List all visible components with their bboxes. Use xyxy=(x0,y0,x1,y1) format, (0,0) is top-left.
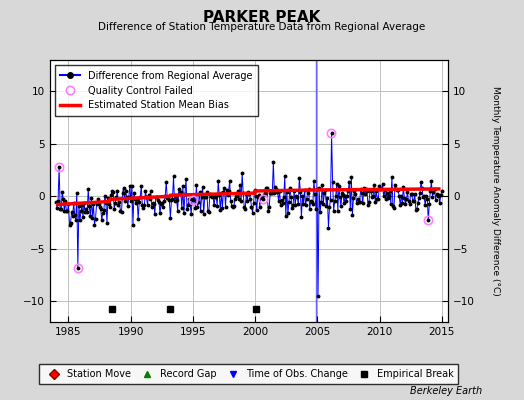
Legend: Station Move, Record Gap, Time of Obs. Change, Empirical Break: Station Move, Record Gap, Time of Obs. C… xyxy=(39,364,459,384)
Y-axis label: Monthly Temperature Anomaly Difference (°C): Monthly Temperature Anomaly Difference (… xyxy=(492,86,500,296)
Text: Difference of Station Temperature Data from Regional Average: Difference of Station Temperature Data f… xyxy=(99,22,425,32)
Text: PARKER PEAK: PARKER PEAK xyxy=(203,10,321,25)
Text: Berkeley Earth: Berkeley Earth xyxy=(410,386,482,396)
